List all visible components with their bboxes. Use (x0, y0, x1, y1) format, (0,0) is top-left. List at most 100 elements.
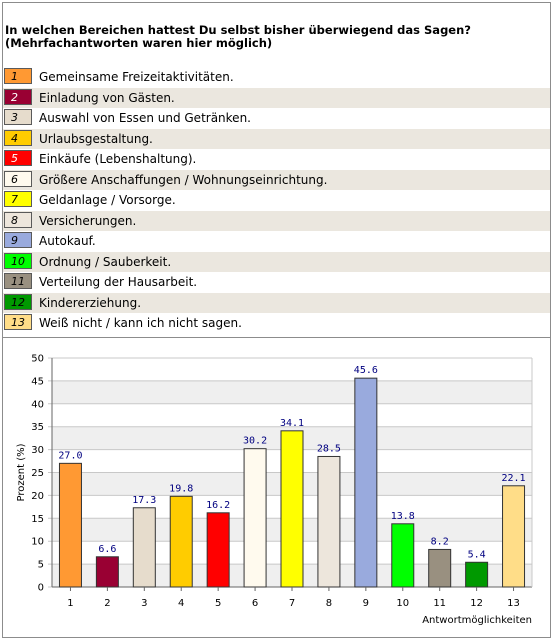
bar-8 (317, 455, 341, 588)
data-label-2: 6.6 (98, 544, 116, 555)
legend-row-2: 2 Einladung von Gästen. (3, 87, 550, 108)
legend-row-9: 9 Autokauf. (3, 231, 550, 252)
data-label-11: 8.2 (431, 536, 449, 547)
legend-label-9: Autokauf. (39, 234, 96, 248)
x-tick-label-8: 8 (326, 598, 332, 609)
y-tick-label: 25 (31, 468, 44, 479)
legend-label-5: Einkäufe (Lebenshaltung). (39, 152, 197, 166)
legend-row-5: 5 Einkäufe (Lebenshaltung). (3, 149, 550, 170)
data-label-5: 16.2 (206, 500, 230, 511)
data-label-4: 19.8 (169, 483, 193, 494)
x-tick-label-3: 3 (141, 598, 147, 609)
y-tick-label: 0 (38, 583, 44, 594)
legend-swatch-12: 12 (4, 293, 32, 310)
answer-legend: 1 Gemeinsame Freizeitaktivitäten. 2 Einladu… (3, 67, 550, 334)
x-tick-label-2: 2 (104, 598, 110, 609)
legend-label-4: Urlaubsgestaltung. (39, 131, 153, 146)
legend-swatch-9: 9 (4, 232, 32, 248)
bar-13 (502, 485, 526, 588)
x-tick-label-11: 11 (433, 598, 446, 609)
legend-label-8: Versicherungen. (39, 213, 137, 228)
section-divider (2, 337, 551, 338)
x-tick-label-6: 6 (252, 598, 258, 609)
legend-swatch-13: 13 (4, 314, 32, 330)
legend-row-8: 8 Versicherungen. (3, 210, 550, 231)
legend-swatch-1: 1 (4, 68, 32, 84)
bar-chart: 0 5 10 15 20 25 30 35 40 45 50 27.0 1 6.6 2 17.3 3 19.8 4 1… (16, 354, 533, 626)
data-label-13: 22.1 (501, 473, 525, 484)
legend-row-4: 4 Urlaubsgestaltung. (3, 128, 550, 149)
y-tick-label: 30 (31, 445, 44, 456)
legend-swatch-5: 5 (4, 150, 32, 166)
data-label-10: 13.8 (391, 511, 415, 522)
y-tick-label: 35 (31, 422, 44, 433)
legend-row-13: 13 Weiß nicht / kann ich nicht sagen. (3, 313, 550, 334)
y-tick-label: 5 (38, 560, 44, 571)
legend-row-10: 10 Ordnung / Sauberkeit. (3, 251, 550, 272)
y-tick-label: 20 (31, 491, 44, 502)
legend-swatch-2: 2 (4, 88, 32, 105)
bar-10 (391, 523, 415, 588)
grid-band (52, 358, 532, 381)
bar-3 (132, 507, 156, 588)
legend-label-3: Auswahl von Essen und Getränken. (39, 111, 251, 125)
bar-12 (465, 561, 489, 588)
legend-label-10: Ordnung / Sauberkeit. (39, 254, 172, 269)
data-label-6: 30.2 (243, 436, 267, 447)
x-tick-label-5: 5 (215, 598, 221, 609)
legend-row-7: 7 Geldanlage / Vorsorge. (3, 190, 550, 211)
bar-11 (428, 548, 452, 588)
x-tick-label-4: 4 (178, 598, 184, 609)
x-tick-label-13: 13 (507, 598, 520, 609)
x-tick-label-12: 12 (470, 598, 483, 609)
legend-label-7: Geldanlage / Vorsorge. (39, 193, 176, 207)
bar-2 (95, 556, 119, 588)
question-title: In welchen Bereichen hattest Du selbst b… (5, 24, 545, 50)
x-tick-label-9: 9 (363, 598, 369, 609)
legend-label-13: Weiß nicht / kann ich nicht sagen. (39, 316, 242, 330)
y-tick-label: 40 (31, 399, 44, 410)
y-tick-label: 45 (31, 376, 44, 387)
bar-7 (280, 430, 304, 588)
x-tick-label-7: 7 (289, 598, 295, 609)
legend-swatch-3: 3 (4, 109, 32, 125)
question-header: In welchen Bereichen hattest Du selbst b… (5, 24, 545, 50)
data-label-1: 27.0 (58, 450, 82, 461)
legend-row-12: 12 Kindererziehung. (3, 292, 550, 313)
legend-label-6: Größere Anschaffungen / Wohnungseinricht… (39, 172, 328, 187)
bar-1 (58, 462, 82, 588)
x-axis-title: Antwortmöglichkeiten (422, 615, 532, 626)
legend-swatch-10: 10 (4, 252, 32, 269)
x-tick-label-10: 10 (396, 598, 409, 609)
question-title-line-1: In welchen Bereichen hattest Du selbst b… (5, 23, 471, 37)
legend-swatch-4: 4 (4, 129, 32, 146)
data-label-8: 28.5 (317, 443, 341, 454)
legend-label-11: Verteilung der Hausarbeit. (39, 275, 198, 289)
y-tick-label: 15 (31, 514, 44, 525)
y-axis-title: Prozent (%) (16, 443, 27, 501)
legend-swatch-7: 7 (4, 191, 32, 207)
bar-4 (169, 495, 193, 588)
data-label-12: 5.4 (468, 549, 486, 560)
legend-row-1: 1 Gemeinsame Freizeitaktivitäten. (3, 67, 550, 88)
grid-band (52, 380, 532, 404)
bar-6 (243, 448, 267, 588)
legend-label-2: Einladung von Gästen. (39, 90, 175, 105)
legend-row-3: 3 Auswahl von Essen und Getränken. (3, 108, 550, 129)
y-tick-label: 50 (31, 354, 44, 365)
data-label-7: 34.1 (280, 418, 304, 429)
legend-label-12: Kindererziehung. (39, 295, 142, 310)
question-title-line-2: (Mehrfachantworten waren hier möglich) (5, 36, 273, 50)
bar-9 (354, 377, 378, 588)
grid-band (52, 403, 532, 427)
legend-swatch-8: 8 (4, 211, 32, 228)
legend-row-11: 11 Verteilung der Hausarbeit. (3, 272, 550, 293)
data-label-9: 45.6 (354, 365, 378, 376)
legend-swatch-6: 6 (4, 170, 32, 187)
legend-label-1: Gemeinsame Freizeitaktivitäten. (39, 70, 234, 84)
bar-5 (206, 512, 230, 588)
y-tick-label: 10 (31, 537, 44, 548)
legend-row-6: 6 Größere Anschaffungen / Wohnungseinrich… (3, 169, 550, 190)
legend-swatch-11: 11 (4, 273, 32, 289)
data-label-3: 17.3 (132, 495, 156, 506)
